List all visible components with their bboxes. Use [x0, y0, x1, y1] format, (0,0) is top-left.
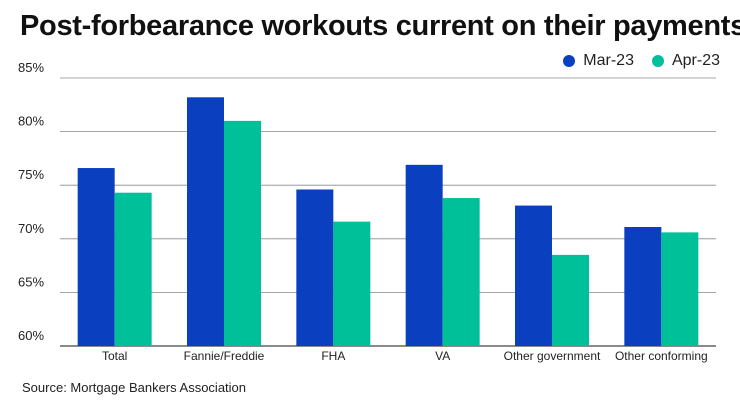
bar-apr-23	[552, 254, 589, 346]
legend-swatch-mar-23	[563, 55, 576, 67]
legend-label-mar-23: Mar-23	[583, 52, 634, 69]
bar-apr-23	[224, 120, 261, 346]
x-tick-label: Total	[102, 349, 127, 363]
bar-apr-23	[114, 192, 152, 346]
chart-title: Post-forbearance workouts current on the…	[20, 10, 740, 42]
bar-mar-23	[405, 164, 443, 346]
bar-mar-23	[624, 227, 662, 346]
bar-apr-23	[442, 198, 480, 346]
x-tick-label: Other conforming	[615, 349, 708, 363]
source-note: Source: Mortgage Bankers Association	[22, 380, 247, 395]
y-tick-label: 80%	[18, 114, 44, 129]
bar-apr-23	[661, 232, 699, 346]
bar-mar-23	[515, 205, 552, 346]
legend-item-mar-23: Mar-23	[563, 52, 634, 70]
x-tick-label: FHA	[321, 349, 345, 363]
x-tick-label: Other government	[504, 349, 601, 363]
legend-item-apr-23: Apr-23	[651, 52, 720, 70]
y-tick-label: 70%	[18, 221, 44, 236]
x-tick-label: Fannie/Freddie	[184, 349, 265, 363]
y-tick-label: 65%	[18, 274, 44, 289]
x-tick-label: VA	[435, 349, 450, 363]
legend-label-apr-23: Apr-23	[671, 52, 720, 69]
legend-swatch-apr-23	[651, 55, 664, 67]
y-tick-label: 60%	[18, 328, 44, 343]
y-tick-label: 85%	[18, 60, 44, 75]
y-tick-label: 75%	[18, 167, 44, 182]
legend: Mar-23 Apr-23	[563, 52, 720, 70]
bar-mar-23	[77, 168, 115, 346]
bar-mar-23	[187, 97, 224, 347]
bar-mar-23	[296, 189, 334, 346]
bar-apr-23	[333, 221, 371, 346]
